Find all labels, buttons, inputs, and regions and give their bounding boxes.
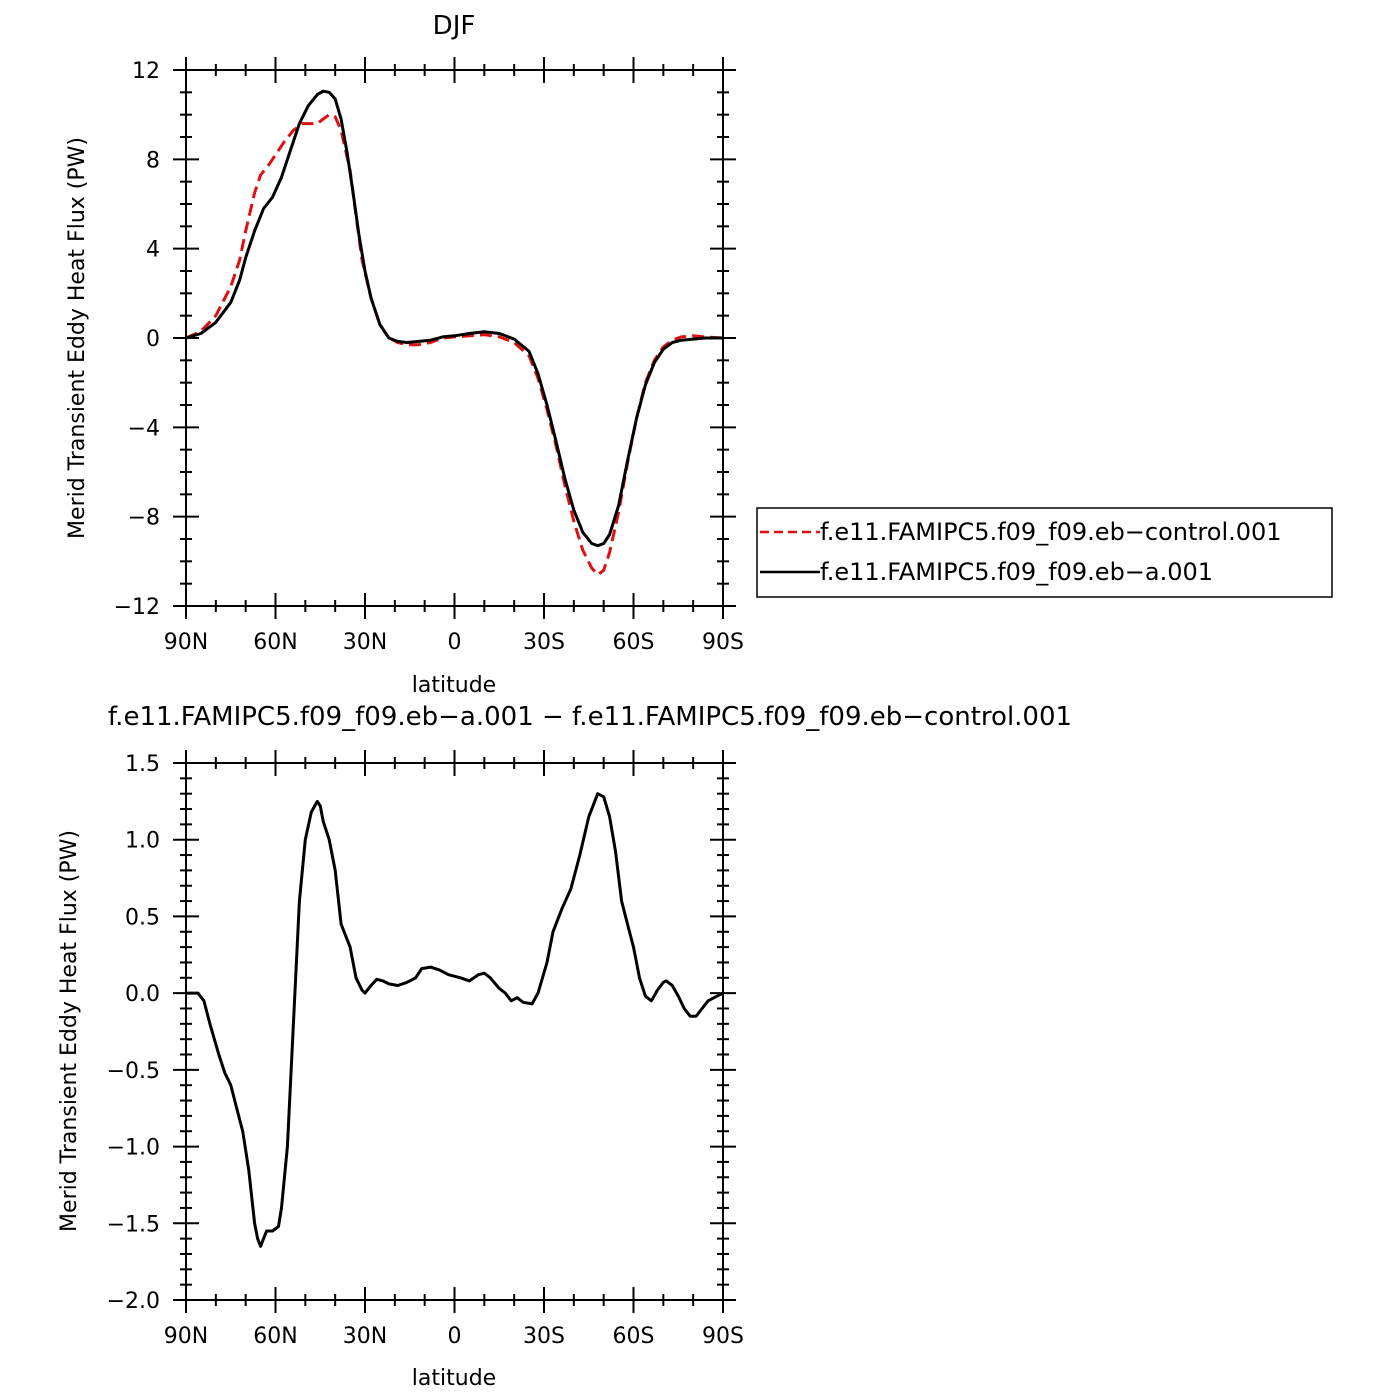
y-tick-label: 8 [146, 148, 160, 173]
y-tick-label: −8 [128, 506, 160, 531]
x-tick-label: 90N [164, 630, 208, 655]
top-plot-frame [185, 69, 724, 607]
top-chart-title: DJF [433, 11, 476, 41]
bottom-ticks [173, 750, 736, 1313]
bottom-y-axis-label: Merid Transient Eddy Heat Flux (PW) [57, 830, 82, 1232]
legend-label-a: f.e11.FAMIPC5.f09_f09.eb−a.001 [820, 558, 1213, 586]
series-line-0-1 [185, 89, 723, 548]
bottom-tick-labels: 90N 60N 30N 0 30S 60S 90S 1.5 1.0 0.5 0.0 −0.5 −1.0 −… [107, 752, 744, 1349]
x-tick-label: 30S [523, 1324, 565, 1349]
x-tick-label: 0 [448, 630, 462, 655]
y-tick-label: −1.5 [107, 1212, 160, 1237]
top-series-group [185, 89, 724, 577]
top-panel: DJF 90N 60N 30N 0 30S 60S 90S 12 8 4 0 −4 −8 −12 lati… [65, 11, 744, 698]
x-tick-label: 60N [253, 630, 297, 655]
y-tick-label: −2.0 [107, 1289, 160, 1314]
y-tick-label: 0.0 [125, 982, 160, 1007]
y-tick-label: 0.5 [125, 905, 160, 930]
legend-label-control: f.e11.FAMIPC5.f09_f09.eb−control.001 [820, 518, 1282, 546]
y-tick-label: 1.0 [125, 829, 160, 854]
top-y-axis-label: Merid Transient Eddy Heat Flux (PW) [65, 137, 90, 539]
top-tick-labels: 90N 60N 30N 0 30S 60S 90S 12 8 4 0 −4 −8 −12 [114, 59, 744, 655]
x-tick-label: 90S [702, 630, 744, 655]
y-tick-label: 0 [146, 327, 160, 352]
x-tick-label: 0 [448, 1324, 462, 1349]
x-tick-label: 60S [613, 630, 655, 655]
series-line-1-0 [186, 792, 724, 1248]
x-tick-label: 30S [523, 630, 565, 655]
bottom-x-axis-label: latitude [412, 1366, 496, 1391]
top-x-axis-label: latitude [412, 673, 496, 698]
bottom-series-group [186, 792, 724, 1248]
y-tick-label: −4 [128, 416, 160, 441]
y-tick-label: 4 [146, 238, 160, 263]
x-tick-label: 30N [343, 1324, 387, 1349]
bottom-plot-frame [185, 762, 724, 1301]
legend: f.e11.FAMIPC5.f09_f09.eb−control.001 f.e… [756, 507, 1333, 598]
x-tick-label: 30N [343, 630, 387, 655]
series-line-0-0 [185, 113, 724, 577]
x-tick-label: 60S [613, 1324, 655, 1349]
bottom-panel: f.e11.FAMIPC5.f09_f09.eb−a.001 − f.e11.F… [57, 702, 1072, 1391]
legend-box [756, 507, 1333, 598]
x-tick-label: 90N [164, 1324, 208, 1349]
x-tick-label: 60N [253, 1324, 297, 1349]
y-tick-label: 1.5 [125, 752, 160, 777]
x-tick-label: 90S [702, 1324, 744, 1349]
y-tick-label: 12 [132, 59, 160, 84]
bottom-chart-title: f.e11.FAMIPC5.f09_f09.eb−a.001 − f.e11.F… [108, 702, 1072, 732]
y-tick-label: −1.0 [107, 1136, 160, 1161]
y-tick-label: −12 [114, 595, 160, 620]
y-tick-label: −0.5 [107, 1059, 160, 1084]
